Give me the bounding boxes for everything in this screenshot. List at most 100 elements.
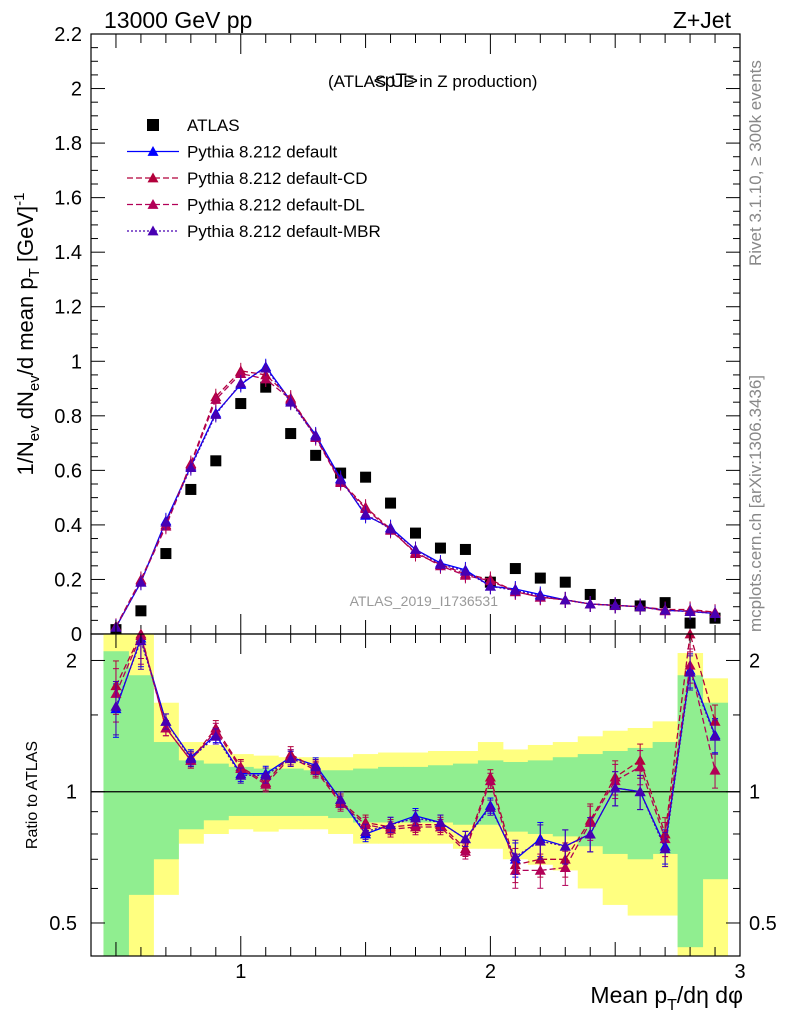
atlas-point (509, 563, 521, 575)
series-line (115, 365, 716, 628)
legend-entry-2: Pythia 8.212 default-CD (127, 169, 368, 188)
atlas-point (434, 542, 446, 554)
ratio-y-tick-label-left: 1 (66, 782, 77, 804)
ratio-ticks: 0.5 0.5 1 1 2 2 1 2 3 (49, 634, 777, 983)
atlas-point (584, 588, 596, 600)
legend-marker (147, 119, 159, 131)
mc-point (385, 523, 397, 534)
inner-band-bin (128, 675, 154, 895)
inner-band-bin (452, 763, 479, 825)
ratio-point (609, 782, 621, 793)
y-tick-label: 0.4 (54, 515, 82, 537)
mc-point (260, 362, 272, 373)
ratio-point (260, 778, 272, 789)
ratio-point (335, 793, 347, 804)
legend-entry-4: Pythia 8.212 default-MBR (127, 222, 381, 241)
main-data-layer (110, 358, 721, 636)
inner-band-bin (153, 742, 179, 860)
mc-point (410, 543, 421, 554)
main-y-axis-label: 1/Nev dNev/d mean pT [GeV]-1 (11, 193, 43, 476)
ratio-point (509, 851, 521, 861)
atlas-point (459, 543, 471, 555)
atlas-point (135, 605, 147, 617)
ratio-point (659, 843, 671, 854)
legend-marker (147, 199, 159, 209)
ratio-point (110, 700, 122, 711)
ratio-data-layer (91, 628, 740, 956)
mc-point (659, 604, 671, 615)
header-left: 13000 GeV pp (104, 7, 252, 33)
mc-point (285, 396, 297, 407)
inner-band-bin (527, 760, 554, 834)
series-line (115, 372, 716, 628)
ratio-point (584, 828, 596, 839)
plot-title: <pT> (374, 71, 418, 92)
mc-point (434, 558, 446, 569)
inner-band-bin (552, 757, 579, 837)
atlas-point (210, 455, 222, 467)
inner-band-bin (427, 765, 454, 823)
ratio-point (185, 753, 197, 764)
y-tick-label: 0.6 (54, 460, 82, 482)
inner-band-bin (677, 675, 704, 948)
inner-band-bin (502, 761, 529, 832)
atlas-point (260, 381, 272, 393)
y-tick-label: 2 (71, 79, 82, 101)
mc-point (709, 608, 721, 618)
ratio-point (484, 775, 496, 786)
analysis-label: ATLAS_2019_I1736531 (350, 593, 499, 609)
ratio-point (709, 764, 721, 775)
ratio-y-axis-label: Ratio to ATLAS (24, 741, 41, 849)
x-tick-label: 1 (235, 961, 246, 983)
y-tick-label: 0.2 (54, 569, 82, 591)
mc-point (634, 601, 646, 612)
inner-band-bin (378, 766, 404, 823)
rivet-version-label: Rivet 3.1.10, ≥ 300k events (746, 60, 765, 266)
legend: ATLAS Pythia 8.212 default Pythia 8.212 de… (127, 116, 381, 241)
ratio-point (210, 730, 222, 741)
x-axis-label: Mean pT/dη dφ (590, 982, 743, 1014)
y-tick-label: 1.6 (54, 188, 82, 210)
ratio-y-tick-label-right: 1 (749, 782, 760, 804)
ratio-y-tick-label-left: 0.5 (49, 913, 77, 935)
main-ticks: 0 0.2 0.4 0.6 0.8 1 1.2 1.4 1.6 1.8 2 2.2 (54, 24, 740, 646)
atlas-point (385, 497, 397, 509)
legend-marker (147, 146, 159, 156)
ratio-point (235, 769, 247, 780)
mc-point (235, 368, 247, 378)
ratio-point (434, 817, 446, 827)
legend-label: Pythia 8.212 default (187, 143, 338, 162)
mcplots-label: mcplots.cern.ch [arXiv:1306.3436] (746, 375, 765, 632)
ratio-point (559, 840, 571, 851)
atlas-point (684, 617, 696, 629)
legend-marker (147, 225, 159, 236)
ratio-point (559, 862, 571, 872)
y-tick-label: 0 (71, 624, 82, 646)
legend-entry-3: Pythia 8.212 default-DL (127, 196, 365, 215)
mc-point (210, 393, 222, 404)
mc-point (135, 576, 147, 587)
mc-point (609, 599, 621, 610)
mc-point (584, 598, 596, 609)
legend-label: Pythia 8.212 default-DL (187, 196, 365, 215)
ratio-point (310, 761, 322, 772)
inner-band-bin (353, 768, 379, 823)
mc-point (459, 565, 471, 576)
mc-point (534, 590, 546, 601)
y-tick-label: 2.2 (54, 24, 82, 46)
ratio-y-tick-label-left: 2 (66, 650, 77, 672)
mc-point (235, 377, 247, 388)
ratio-point (410, 812, 421, 823)
mc-point (360, 508, 372, 519)
ratio-point (459, 845, 471, 856)
x-tick-label: 3 (734, 961, 745, 983)
legend-label: Pythia 8.212 default-CD (187, 169, 368, 188)
ratio-panel: 0.5 0.5 1 1 2 2 1 2 3 Ratio to ATLAS Mean pT/dη … (24, 628, 777, 1014)
y-tick-label: 1.4 (54, 242, 82, 264)
ratio-point (260, 769, 272, 780)
atlas-point (235, 398, 247, 410)
legend-entry-0: ATLAS (147, 116, 240, 135)
mc-point (335, 474, 347, 485)
ratio-point (534, 864, 546, 875)
ratio-point (684, 666, 696, 677)
